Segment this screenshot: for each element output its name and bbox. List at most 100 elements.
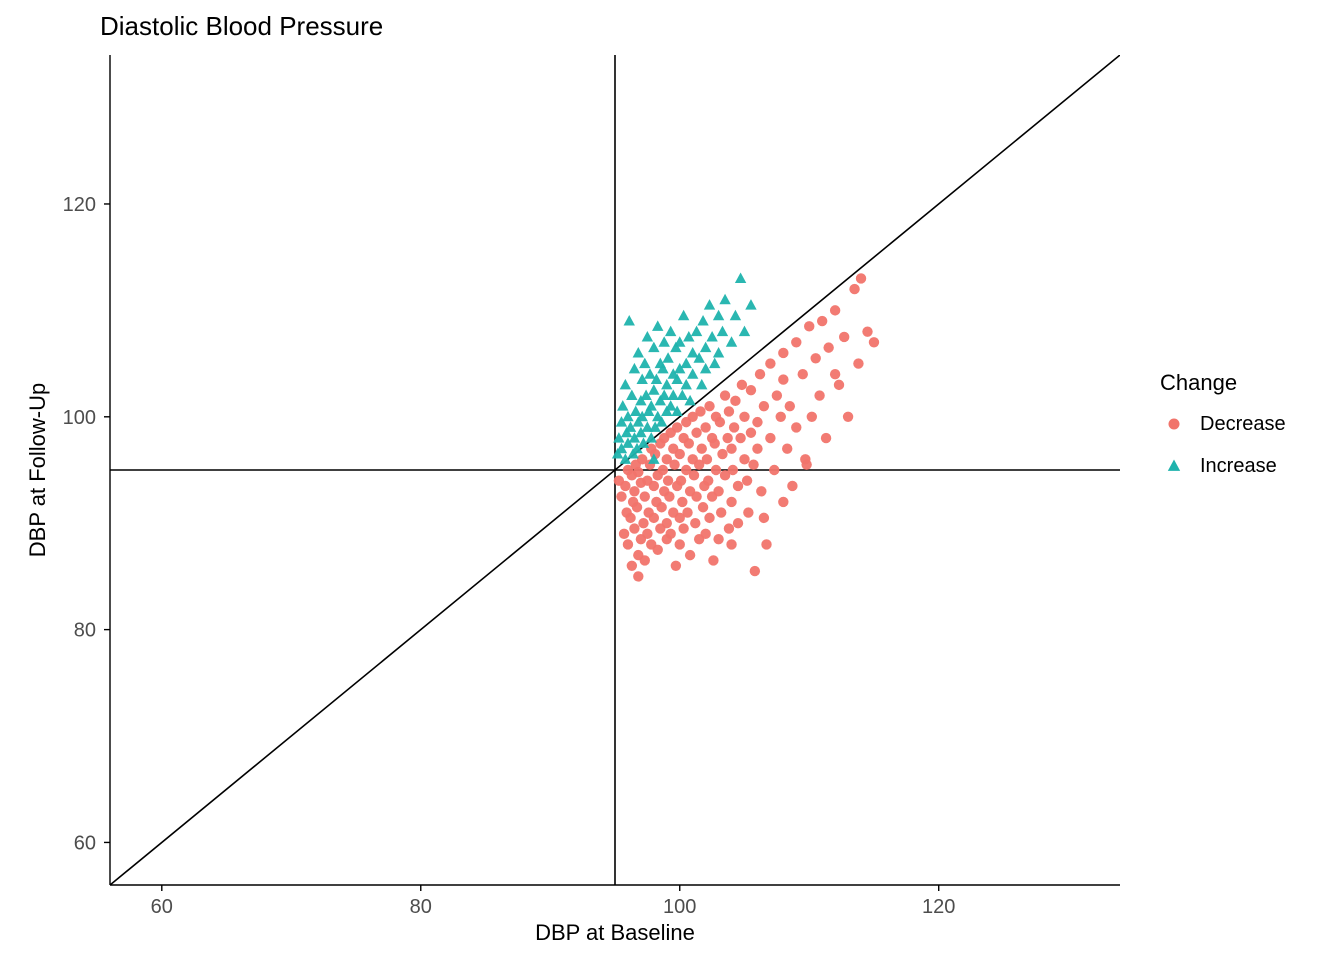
point-decrease [782,444,792,454]
point-decrease [849,284,859,294]
point-decrease [713,534,723,544]
point-decrease [839,332,849,342]
point-decrease [717,449,727,459]
point-decrease [653,545,663,555]
point-decrease [765,358,775,368]
x-tick-label: 80 [410,896,432,918]
point-decrease [697,444,707,454]
point-decrease [733,481,743,491]
point-decrease [722,433,732,443]
point-decrease [804,321,814,331]
point-decrease [726,444,736,454]
point-decrease [642,529,652,539]
point-decrease [742,475,752,485]
point-decrease [737,380,747,390]
point-decrease [658,465,668,475]
point-decrease [853,358,863,368]
point-decrease [776,412,786,422]
y-tick-label: 80 [74,620,96,642]
point-decrease [633,467,643,477]
point-decrease [743,507,753,517]
point-decrease [690,518,700,528]
point-decrease [778,374,788,384]
point-decrease [665,529,675,539]
legend-label-increase: Increase [1200,455,1277,477]
point-decrease [649,513,659,523]
scatter-chart: 60801001206080100120DBP at BaselineDBP a… [0,0,1344,960]
point-decrease [664,491,674,501]
point-decrease [691,428,701,438]
x-axis-label: DBP at Baseline [535,920,695,945]
point-decrease [715,417,725,427]
point-decrease [817,316,827,326]
point-decrease [769,465,779,475]
y-tick-label: 120 [63,194,96,216]
point-decrease [746,385,756,395]
y-tick-label: 100 [63,407,96,429]
chart-container: 60801001206080100120DBP at BaselineDBP a… [0,0,1344,960]
point-decrease [656,502,666,512]
point-decrease [625,513,635,523]
point-decrease [823,342,833,352]
point-decrease [765,433,775,443]
point-decrease [785,401,795,411]
point-decrease [711,465,721,475]
x-tick-label: 60 [151,896,173,918]
point-decrease [695,406,705,416]
y-tick-label: 60 [74,832,96,854]
point-decrease [778,497,788,507]
point-decrease [663,475,673,485]
point-decrease [759,401,769,411]
point-decrease [684,438,694,448]
point-decrease [640,491,650,501]
point-decrease [752,444,762,454]
point-decrease [704,513,714,523]
point-decrease [620,481,630,491]
point-decrease [698,502,708,512]
point-decrease [629,523,639,533]
point-decrease [807,412,817,422]
point-decrease [677,497,687,507]
point-decrease [704,401,714,411]
point-decrease [702,454,712,464]
point-decrease [708,555,718,565]
point-decrease [672,422,682,432]
point-decrease [700,529,710,539]
y-axis-label: DBP at Follow-Up [25,383,50,557]
point-decrease [830,369,840,379]
point-decrease [724,523,734,533]
point-decrease [739,412,749,422]
point-decrease [703,475,713,485]
point-decrease [633,571,643,581]
point-decrease [713,486,723,496]
point-decrease [675,539,685,549]
legend-key-decrease [1169,419,1180,430]
point-decrease [843,412,853,422]
point-decrease [791,337,801,347]
point-decrease [716,507,726,517]
point-decrease [700,422,710,432]
point-decrease [748,459,758,469]
point-decrease [798,369,808,379]
point-decrease [772,390,782,400]
point-decrease [682,507,692,517]
point-decrease [685,550,695,560]
point-decrease [710,438,720,448]
point-decrease [627,561,637,571]
legend-label-decrease: Decrease [1200,413,1286,435]
point-decrease [662,518,672,528]
point-decrease [649,481,659,491]
point-decrease [735,433,745,443]
point-decrease [691,491,701,501]
point-decrease [675,449,685,459]
point-decrease [629,486,639,496]
point-decrease [750,566,760,576]
point-decrease [778,348,788,358]
point-decrease [759,513,769,523]
point-decrease [640,555,650,565]
point-decrease [801,459,811,469]
point-decrease [830,305,840,315]
point-decrease [814,390,824,400]
x-tick-label: 100 [663,896,696,918]
point-decrease [733,518,743,528]
